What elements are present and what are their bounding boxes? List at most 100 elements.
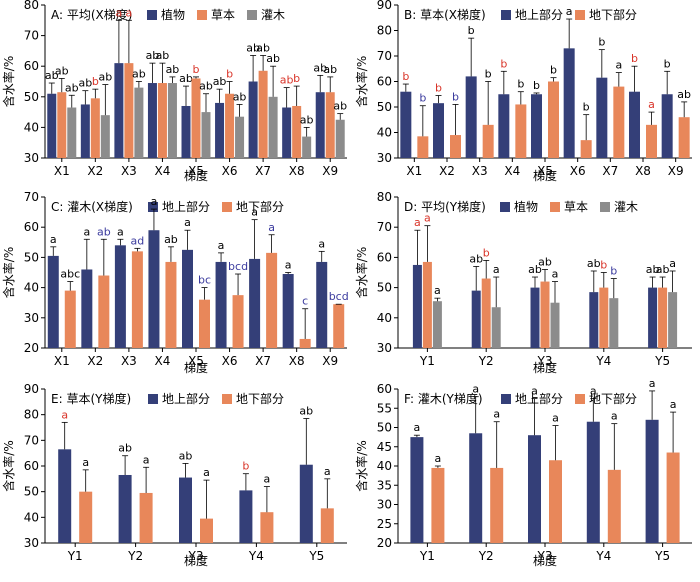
panel-title: F: 灌木(Y梯度) bbox=[404, 391, 483, 406]
bar bbox=[215, 102, 225, 158]
x-tick-label: X2 bbox=[87, 164, 103, 178]
significance-letter: a bbox=[590, 385, 597, 398]
panel-A: 30 40 50 60 70 80 含水率/% A: 平均(X梯度) 植物 草本 灌木 X1 X2 X3 X… bbox=[1, 0, 347, 183]
bar bbox=[199, 299, 210, 348]
significance-letter: ab bbox=[323, 63, 337, 76]
x-tick-label: X9 bbox=[668, 164, 684, 178]
bar bbox=[515, 104, 527, 158]
x-tick-label: Y1 bbox=[419, 549, 435, 563]
bar bbox=[260, 512, 274, 543]
significance-letter: b bbox=[452, 90, 459, 103]
x-tick-label: X2 bbox=[439, 164, 455, 178]
y-tick-label: 40 bbox=[377, 311, 392, 325]
bar bbox=[182, 249, 193, 348]
y-tick-label: 25 bbox=[377, 517, 392, 531]
panel-F: 20 25 30 35 40 45 50 55 60 含水率/% F: 灌木(Y梯度) 地上部分 地下部… bbox=[354, 377, 692, 568]
significance-letter: a bbox=[531, 385, 538, 398]
y-tick-label: 80 bbox=[377, 24, 392, 38]
y-tick-label: 50 bbox=[377, 421, 392, 435]
y-tick-label: 60 bbox=[24, 459, 39, 473]
bar bbox=[100, 115, 110, 158]
bar bbox=[417, 136, 429, 158]
bar bbox=[599, 287, 609, 348]
significance-letter: a bbox=[324, 465, 331, 478]
x-axis-label: 梯度 bbox=[533, 360, 557, 375]
bar bbox=[530, 287, 540, 348]
significance-letter: ab bbox=[118, 442, 132, 455]
y-tick-label: 30 bbox=[24, 151, 39, 165]
significance-letter: a bbox=[493, 263, 500, 276]
x-tick-label: Y2 bbox=[478, 354, 494, 368]
bar bbox=[299, 338, 311, 348]
significance-letter: a bbox=[566, 5, 573, 18]
significance-letter: a bbox=[82, 456, 89, 469]
y-tick-label: 20 bbox=[24, 341, 39, 355]
significance-letter: ab bbox=[213, 75, 227, 88]
significance-letter: b bbox=[242, 460, 249, 473]
legend-swatch bbox=[247, 10, 257, 20]
bar bbox=[232, 295, 244, 348]
x-tick-label: X8 bbox=[289, 354, 305, 368]
significance-letter: b bbox=[550, 64, 557, 77]
x-tick-label: X4 bbox=[155, 354, 171, 368]
bar bbox=[181, 105, 191, 158]
y-tick-label: 90 bbox=[24, 382, 39, 396]
bar bbox=[282, 107, 292, 158]
bar bbox=[549, 460, 562, 543]
significance-letter: a bbox=[218, 239, 225, 252]
significance-letter: b bbox=[468, 24, 475, 37]
legend-swatch bbox=[600, 202, 610, 212]
y-tick-label: 70 bbox=[24, 433, 39, 447]
significance-letter: a bbox=[472, 383, 479, 396]
significance-letter: b bbox=[664, 57, 671, 70]
bar bbox=[528, 435, 541, 543]
bar bbox=[609, 298, 619, 348]
y-tick-label: 30 bbox=[377, 151, 392, 165]
significance-letter: abc bbox=[60, 268, 80, 281]
x-tick-label: X3 bbox=[472, 164, 488, 178]
bar bbox=[469, 433, 483, 543]
bar bbox=[335, 119, 345, 158]
bar bbox=[235, 116, 245, 158]
significance-letter: ab bbox=[528, 263, 542, 276]
y-tick-label: 70 bbox=[377, 49, 392, 63]
y-tick-label: 80 bbox=[24, 408, 39, 422]
legend-swatch bbox=[500, 202, 510, 212]
x-tick-label: X5 bbox=[188, 164, 204, 178]
bar bbox=[596, 77, 608, 158]
x-tick-label: Y1 bbox=[67, 549, 83, 563]
x-axis-label: 梯度 bbox=[184, 360, 208, 375]
legend-label: 植物 bbox=[514, 199, 538, 214]
significance-letter: b bbox=[402, 70, 409, 83]
y-tick-label: 40 bbox=[377, 126, 392, 140]
x-tick-label: X1 bbox=[406, 164, 422, 178]
x-tick-label: X4 bbox=[155, 164, 171, 178]
x-tick-label: Y4 bbox=[595, 354, 611, 368]
y-tick-label: 40 bbox=[24, 281, 39, 295]
y-tick-label: 80 bbox=[377, 190, 392, 204]
significance-letter: ab bbox=[132, 68, 146, 81]
significance-letter: ab bbox=[97, 225, 111, 238]
significance-letter: b bbox=[435, 82, 442, 95]
bar bbox=[412, 264, 422, 348]
significance-letter: b bbox=[517, 78, 524, 91]
significance-letter: bcd bbox=[228, 260, 248, 273]
bar bbox=[131, 251, 143, 348]
bar bbox=[586, 421, 600, 543]
significance-letter: a bbox=[669, 257, 676, 270]
bar bbox=[607, 469, 621, 543]
bar bbox=[315, 92, 325, 158]
y-axis-label: 含水率/% bbox=[1, 247, 16, 298]
bar bbox=[114, 63, 124, 158]
significance-letter: a bbox=[203, 466, 210, 479]
y-tick-label: 45 bbox=[377, 440, 392, 454]
bar bbox=[320, 508, 334, 543]
y-tick-label: 20 bbox=[377, 536, 392, 550]
x-tick-label: Y5 bbox=[308, 549, 324, 563]
significance-letter: b bbox=[483, 246, 490, 259]
significance-letter: ab bbox=[55, 64, 69, 77]
x-tick-label: Y4 bbox=[248, 549, 264, 563]
significance-letter: a bbox=[414, 216, 421, 229]
bar bbox=[148, 230, 160, 348]
significance-letter: b bbox=[533, 79, 540, 92]
